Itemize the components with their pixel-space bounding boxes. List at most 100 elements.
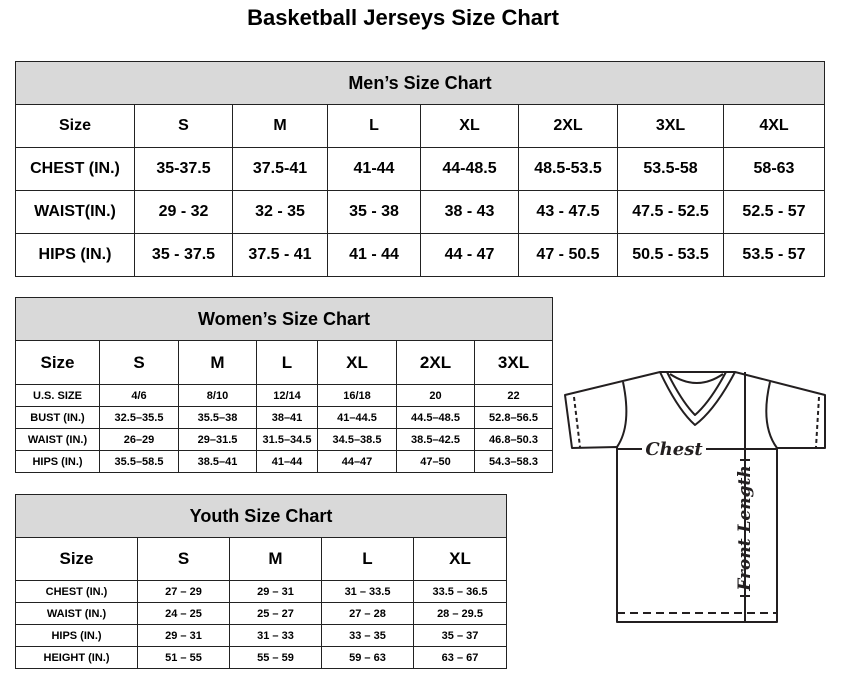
table-cell: 34.5–38.5: [317, 428, 397, 451]
row-label: WAIST(IN.): [15, 190, 135, 234]
shirt-collar-ring: [669, 373, 724, 384]
column-header: 2XL: [518, 104, 618, 148]
column-header: 2XL: [396, 340, 475, 385]
column-header: S: [137, 537, 230, 581]
table-cell: 59 – 63: [321, 646, 414, 669]
column-header: M: [229, 537, 322, 581]
table-cell: 44.5–48.5: [396, 406, 475, 429]
table-row: BUST (IN.) 32.5–35.5 35.5–38 38–41 41–44.5 44…: [15, 406, 554, 429]
table-row: HIPS (IN.) 29 – 31 31 – 33 33 – 35 35 – 37: [15, 624, 508, 647]
womens-size-table: Women’s Size Chart Size S M L XL 2XL 3XL U.S. SI…: [14, 297, 554, 473]
column-header: XL: [420, 104, 519, 148]
table-cell: 22: [473, 384, 554, 407]
table-cell: 47–50: [396, 450, 475, 473]
table-row: HEIGHT (IN.) 51 – 55 55 – 59 59 – 63 63 – 67: [15, 646, 508, 669]
row-label: WAIST (IN.): [15, 602, 138, 625]
men-table-caption: Men’s Size Chart: [15, 61, 825, 105]
table-cell: 41–44.5: [317, 406, 397, 429]
table-cell: 47 - 50.5: [518, 233, 618, 277]
table-cell: 29–31.5: [178, 428, 257, 451]
table-cell: 38–41: [256, 406, 318, 429]
table-cell: 32.5–35.5: [99, 406, 179, 429]
table-row: HIPS (IN.) 35 - 37.5 37.5 - 41 41 - 44 44 - …: [15, 233, 825, 277]
table-cell: 35 - 38: [327, 190, 421, 234]
row-label: HIPS (IN.): [15, 624, 138, 647]
chest-label: Chest: [645, 439, 703, 460]
column-header: Size: [15, 537, 138, 581]
shirt-collar-outer: [659, 371, 736, 426]
table-cell: 29 - 32: [134, 190, 233, 234]
table-cell: 8/10: [178, 384, 257, 407]
table-cell: 53.5 - 57: [723, 233, 825, 277]
table-cell: 46.8–50.3: [473, 428, 554, 451]
table-cell: 41–44: [256, 450, 318, 473]
table-row: WAIST (IN.) 26–29 29–31.5 31.5–34.5 34.5–38.…: [15, 428, 554, 451]
table-cell: 29 – 31: [229, 580, 322, 603]
right-sleeve-seam: [765, 381, 778, 449]
table-cell: 31.5–34.5: [256, 428, 318, 451]
women-table-caption: Women’s Size Chart: [14, 297, 554, 341]
table-cell: 35-37.5: [134, 147, 233, 191]
column-header: M: [178, 340, 257, 385]
column-header: XL: [412, 537, 508, 581]
table-cell: 51 – 55: [137, 646, 230, 669]
shirt-collar-inner: [666, 371, 727, 416]
table-cell: 52.8–56.5: [473, 406, 554, 429]
table-cell: 24 – 25: [137, 602, 230, 625]
left-sleeve-seam: [616, 381, 628, 448]
table-cell: 44-48.5: [420, 147, 519, 191]
youth-table-caption: Youth Size Chart: [14, 494, 508, 538]
table-cell: 37.5-41: [232, 147, 328, 191]
column-header: 3XL: [473, 340, 554, 385]
table-cell: 27 – 28: [321, 602, 414, 625]
table-cell: 32 - 35: [232, 190, 328, 234]
table-cell: 35.5–58.5: [99, 450, 179, 473]
table-cell: 50.5 - 53.5: [617, 233, 724, 277]
row-label: HIPS (IN.): [15, 450, 100, 473]
table-cell: 16/18: [317, 384, 397, 407]
table-cell: 20: [396, 384, 475, 407]
column-header: S: [134, 104, 233, 148]
t-shirt-measurement-icon: Chest Front Length: [564, 371, 826, 623]
table-cell: 48.5-53.5: [518, 147, 618, 191]
row-label: HIPS (IN.): [15, 233, 135, 277]
table-row: HIPS (IN.) 35.5–58.5 38.5–41 41–44 44–47 47–5…: [15, 450, 554, 473]
table-cell: 31 – 33.5: [321, 580, 414, 603]
table-row: CHEST (IN.) 27 – 29 29 – 31 31 – 33.5 33.5 –…: [15, 580, 508, 603]
table-cell: 4/6: [99, 384, 179, 407]
table-cell: 31 – 33: [229, 624, 322, 647]
mens-size-table: Men’s Size Chart Size S M L XL 2XL 3XL 4XL CHEST …: [15, 61, 825, 277]
table-cell: 28 – 29.5: [412, 602, 508, 625]
table-cell: 38.5–41: [178, 450, 257, 473]
table-cell: 35 – 37: [412, 624, 508, 647]
table-cell: 38 - 43: [420, 190, 519, 234]
row-label: BUST (IN.): [15, 406, 100, 429]
table-cell: 33 – 35: [321, 624, 414, 647]
table-cell: 41 - 44: [327, 233, 421, 277]
table-cell: 38.5–42.5: [396, 428, 475, 451]
table-cell: 37.5 - 41: [232, 233, 328, 277]
left-cuff-dash: [573, 396, 581, 448]
column-header: XL: [317, 340, 397, 385]
table-cell: 27 – 29: [137, 580, 230, 603]
table-cell: 63 – 67: [412, 646, 508, 669]
table-cell: 44–47: [317, 450, 397, 473]
page-title: Basketball Jerseys Size Chart: [247, 5, 559, 30]
table-header-row: Size S M L XL 2XL 3XL 4XL: [15, 104, 825, 148]
table-cell: 47.5 - 52.5: [617, 190, 724, 234]
column-header: S: [99, 340, 179, 385]
table-cell: 26–29: [99, 428, 179, 451]
table-cell: 44 - 47: [420, 233, 519, 277]
column-header: M: [232, 104, 328, 148]
row-label: CHEST (IN.): [15, 147, 135, 191]
column-header: L: [321, 537, 414, 581]
table-cell: 53.5-58: [617, 147, 724, 191]
table-cell: 43 - 47.5: [518, 190, 618, 234]
table-row: U.S. SIZE 4/6 8/10 12/14 16/18 20 22: [15, 384, 554, 407]
shirt-outline: [564, 371, 826, 623]
table-cell: 58-63: [723, 147, 825, 191]
row-label: CHEST (IN.): [15, 580, 138, 603]
table-header-row: Size S M L XL: [15, 537, 508, 581]
table-cell: 12/14: [256, 384, 318, 407]
front-length-label: Front Length: [735, 465, 755, 591]
